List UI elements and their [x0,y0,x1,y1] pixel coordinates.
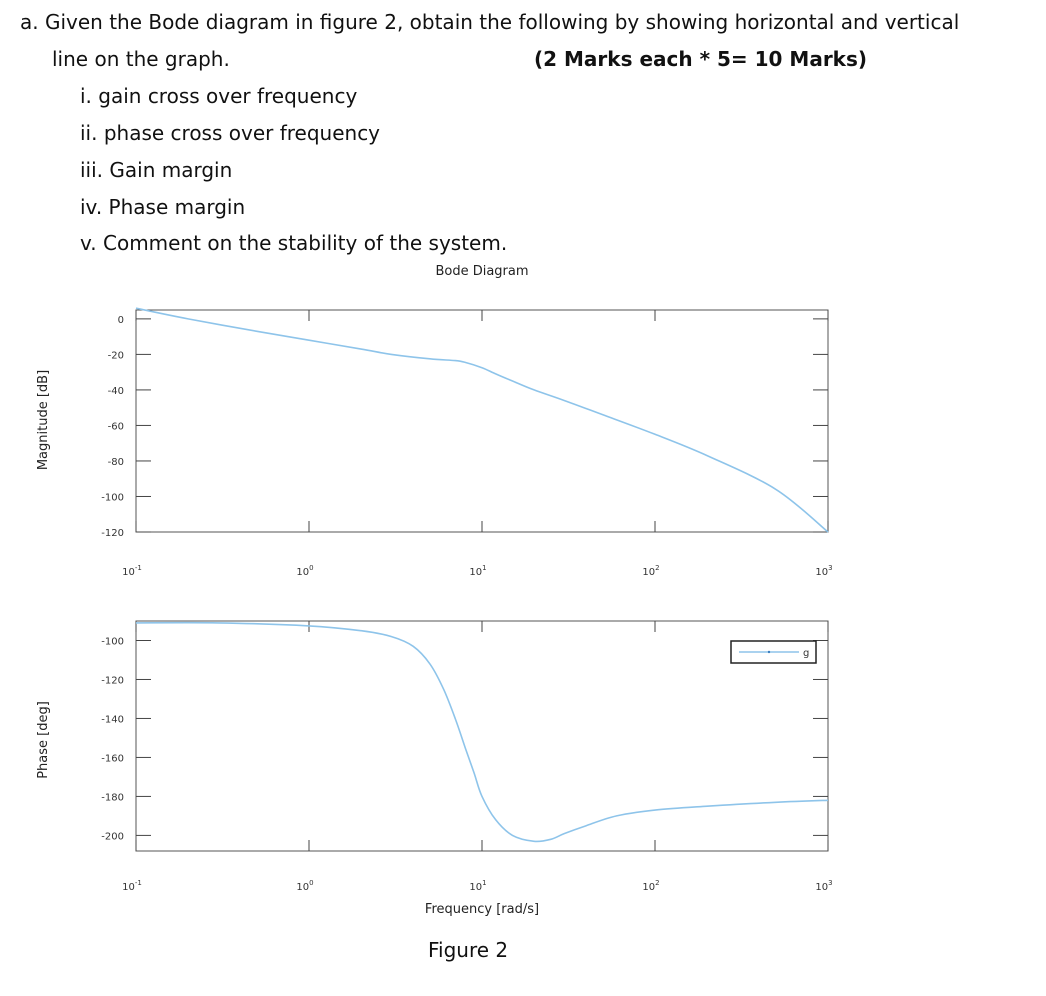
phase-y-tick-label: -160 [101,753,124,764]
mag-y-tick-label: 0 [118,315,124,326]
phase-x-tick-label: 10-1 [122,879,142,893]
item-phase-margin: iv. Phase margin [80,195,246,219]
mag-y-tick-label: -80 [108,457,124,468]
phase-series-line [135,621,829,843]
item-gain-margin: iii. Gain margin [80,158,233,182]
legend-marker [767,650,771,654]
mag-series-line [135,307,829,533]
chart-title: Bode Diagram [435,264,528,279]
tick-label-exponent: 3 [828,564,832,572]
phase-y-tick-label: -140 [101,714,124,725]
mag-y-tick-label: -60 [108,421,124,432]
tick-label-base: 10 [815,567,828,578]
tick-label-exponent: 2 [655,564,659,572]
mag-y-tick-label: -100 [101,492,124,503]
tick-label-base: 10 [122,882,135,893]
phase-plot: 10-1 100 101 102 103-100-120-140-160-180-200… [101,620,833,893]
mag-y-tick-label: -20 [108,350,124,361]
phase-x-tick-label: 102 [642,879,659,893]
figure-caption: Figure 2 [428,938,509,962]
mag-plot-frame [135,309,829,533]
phase-y-tick-label: -120 [101,675,124,686]
mag-y-tick-label: -120 [101,528,124,539]
item-gain-crossover: i. gain cross over frequency [80,84,358,108]
phase-axis-label: Phase [deg] [36,701,51,779]
tick-label-exponent: 0 [309,879,313,887]
tick-label-base: 10 [296,567,309,578]
mag-x-tick-label: 100 [296,564,313,578]
phase-plot-frame [135,620,829,852]
mag-x-tick-label: 102 [642,564,659,578]
tick-label-exponent: 2 [655,879,659,887]
mag-x-tick-label: 10-1 [122,564,142,578]
tick-label-base: 10 [469,882,482,893]
question-line-2: line on the graph. [52,47,230,71]
frequency-axis-label: Frequency [rad/s] [425,902,539,917]
tick-label-exponent: -1 [135,564,142,572]
tick-label-base: 10 [815,882,828,893]
item-stability: v. Comment on the stability of the syste… [80,231,508,255]
phase-y-tick-label: -180 [101,792,124,803]
tick-label-exponent: 1 [482,564,486,572]
tick-label-exponent: 0 [309,564,313,572]
phase-x-tick-label: 100 [296,879,313,893]
tick-label-exponent: 1 [482,879,486,887]
phase-x-tick-label: 101 [469,879,486,893]
phase-y-tick-label: -100 [101,636,124,647]
item-phase-crossover: ii. phase cross over frequency [80,121,381,145]
tick-label-exponent: 3 [828,879,832,887]
marks-label: (2 Marks each * 5= 10 Marks) [534,47,868,71]
magnitude-axis-label: Magnitude [dB] [36,370,51,470]
tick-label-exponent: -1 [135,879,142,887]
tick-label-base: 10 [642,567,655,578]
mag-y-tick-label: -40 [108,386,124,397]
tick-label-base: 10 [469,567,482,578]
tick-label-base: 10 [122,567,135,578]
tick-label-base: 10 [296,882,309,893]
question-line-1: a. Given the Bode diagram in figure 2, o… [20,10,960,34]
mag-x-tick-label: 101 [469,564,486,578]
tick-label-base: 10 [642,882,655,893]
mag-x-tick-label: 103 [815,564,832,578]
phase-x-tick-label: 103 [815,879,832,893]
phase-y-tick-label: -200 [101,831,124,842]
legend-label: g [803,648,809,659]
